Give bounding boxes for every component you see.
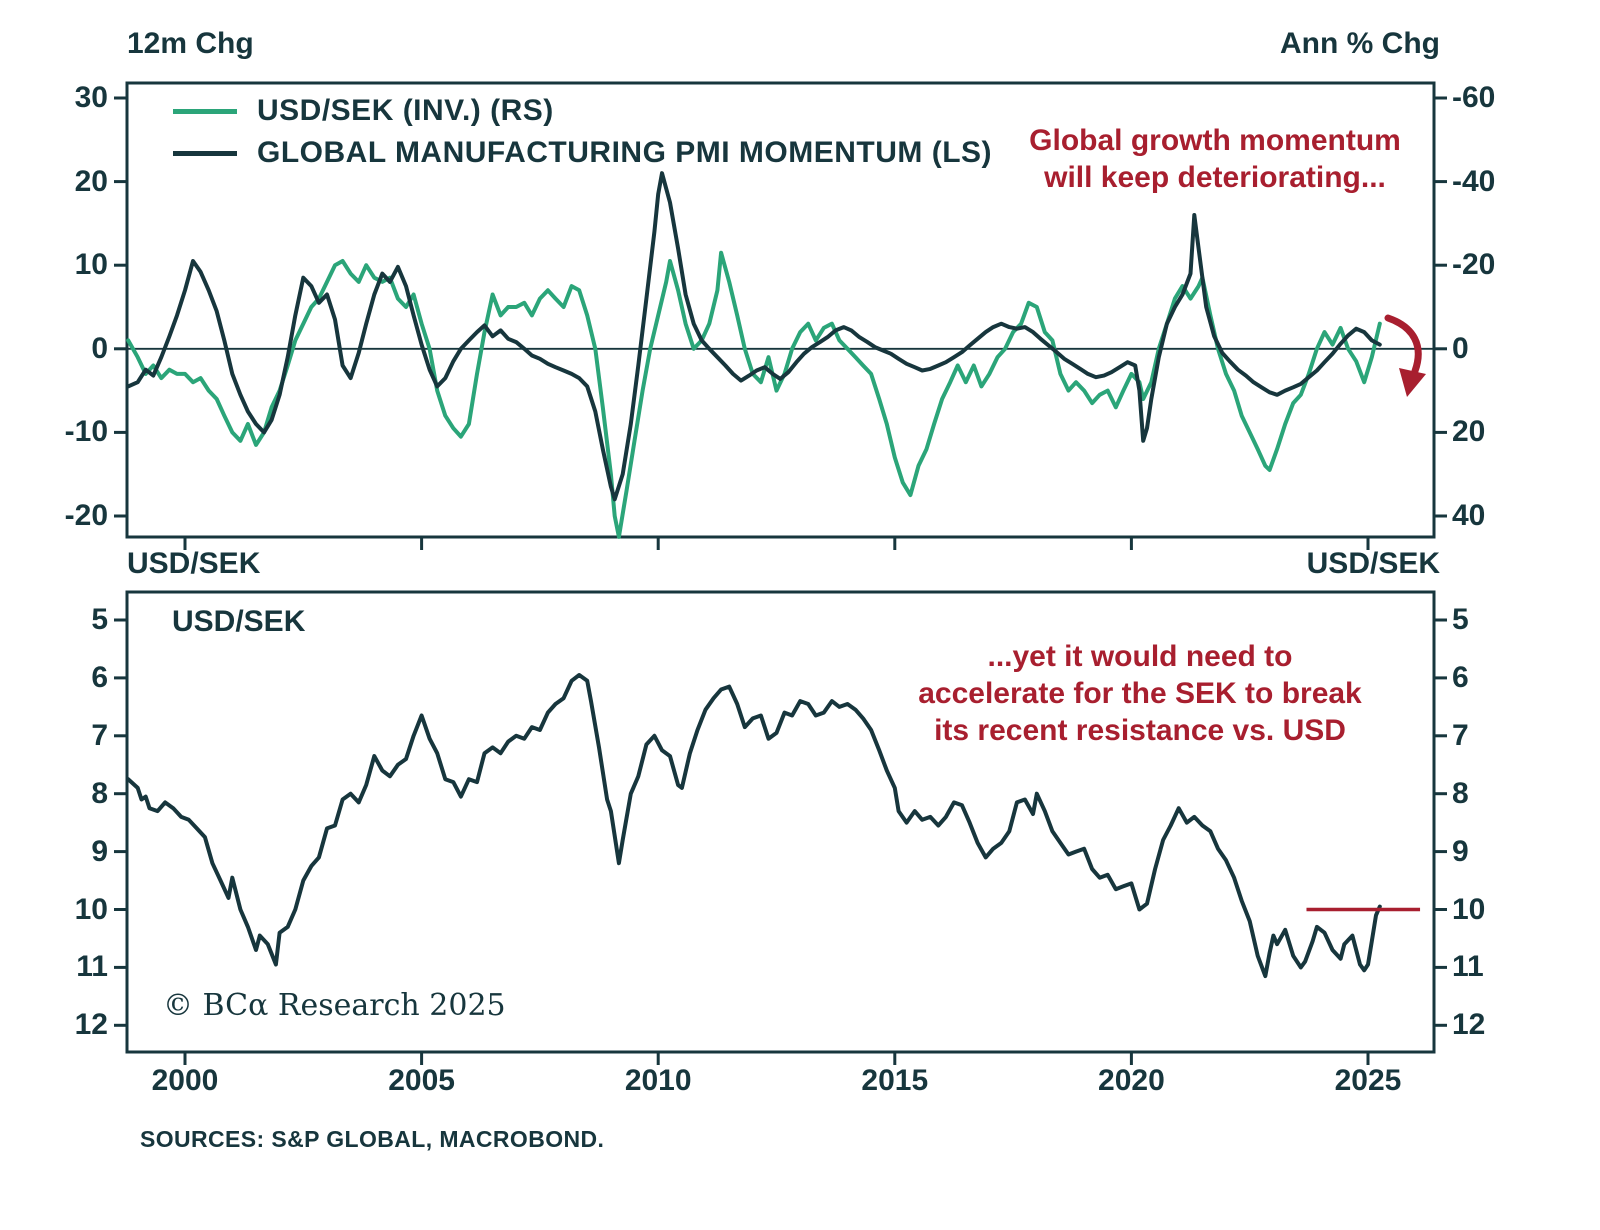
- bottom-annotation-line2: accelerate for the SEK to break: [918, 677, 1362, 710]
- bottom-annotation-line3: its recent resistance vs. USD: [934, 714, 1346, 747]
- bottom-right-tick-label: 7: [1452, 718, 1469, 752]
- pmi-line-swatch: [173, 150, 237, 156]
- usdsek-inv-line-swatch: [173, 108, 237, 114]
- legend-label-pmi: GLOBAL MANUFACTURING PMI MOMENTUM (LS): [257, 136, 993, 169]
- top-left-tick-label: 30: [74, 81, 108, 114]
- legend-row-usdsek-inv: USD/SEK (INV.) (RS): [173, 90, 992, 132]
- pmi-momentum-line: [126, 171, 1382, 502]
- top-right-tick-label: 40: [1452, 499, 1486, 532]
- x-axis-year-label: 2025: [1334, 1064, 1402, 1097]
- bottom-left-tick-label: 8: [91, 776, 108, 810]
- bottom-inner-label: USD/SEK: [172, 605, 306, 638]
- bottom-right-tick-label: 11: [1452, 950, 1484, 984]
- x-axis-year-label: 2005: [388, 1064, 455, 1097]
- top-right-axis-title: Ann % Chg: [1280, 27, 1440, 60]
- top-left-axis-title: 12m Chg: [127, 27, 254, 60]
- x-axis-year-label: 2015: [861, 1064, 929, 1097]
- legend-label-usdsek-inv: USD/SEK (INV.) (RS): [257, 94, 554, 127]
- bottom-left-tick-label: 7: [91, 718, 108, 752]
- top-left-tick-label: 10: [74, 248, 108, 282]
- top-right-tick-label: -40: [1452, 164, 1496, 198]
- top-annotation-line1: Global growth momentum: [1029, 124, 1401, 157]
- down-arrow-shaft: [1384, 314, 1422, 375]
- bottom-panel-frame: [125, 590, 1436, 1054]
- sources-text: SOURCES: S&P GLOBAL, MACROBOND.: [140, 1126, 605, 1152]
- x-axis-year-label: 2000: [151, 1064, 219, 1097]
- x-axis-year-label: 2020: [1098, 1064, 1165, 1097]
- bottom-right-tick-label: 5: [1452, 603, 1469, 636]
- mid-left-axis-title: USD/SEK: [127, 547, 261, 580]
- bottom-right-tick-label: 6: [1452, 660, 1469, 694]
- top-panel-frame: [125, 81, 1436, 539]
- down-arrow-head: [1399, 368, 1426, 397]
- bottom-right-tick-label: 12: [1452, 1008, 1486, 1042]
- down-arrow-icon: [1384, 314, 1426, 397]
- x-axis-year-label: 2010: [624, 1064, 692, 1097]
- top-right-tick-label: 20: [1452, 415, 1486, 449]
- top-left-tick-label: 20: [74, 164, 108, 198]
- top-right-tick-label: -20: [1452, 248, 1496, 282]
- top-annotation-line2: will keep deteriorating...: [1044, 161, 1386, 194]
- bottom-left-tick-label: 6: [91, 660, 108, 694]
- usdsek-line: [126, 673, 1382, 979]
- mid-right-axis-title: USD/SEK: [1306, 547, 1440, 580]
- top-left-tick-label: -10: [64, 415, 108, 449]
- top-left-tick-label: 0: [91, 331, 108, 365]
- bottom-right-tick-label: 10: [1452, 892, 1486, 926]
- top-right-tick-label: -60: [1452, 81, 1496, 114]
- bottom-annotation: ...yet it would need to accelerate for t…: [895, 638, 1385, 749]
- legend: USD/SEK (INV.) (RS) GLOBAL MANUFACTURING…: [173, 90, 992, 174]
- bottom-left-tick-label: 12: [74, 1008, 108, 1042]
- legend-row-pmi: GLOBAL MANUFACTURING PMI MOMENTUM (LS): [173, 132, 992, 174]
- bottom-right-tick-label: 9: [1452, 834, 1469, 868]
- bottom-left-tick-label: 9: [91, 834, 108, 868]
- bottom-right-tick-label: 8: [1452, 776, 1469, 810]
- bottom-annotation-line1: ...yet it would need to: [987, 640, 1293, 673]
- bottom-left-tick-label: 5: [91, 603, 108, 636]
- bottom-left-tick-label: 11: [76, 950, 108, 984]
- copyright-text: © BCα Research 2025: [163, 988, 506, 1023]
- top-left-tick-label: -20: [64, 499, 108, 532]
- bottom-left-tick-label: 10: [74, 892, 108, 926]
- top-annotation: Global growth momentum will keep deterio…: [1005, 122, 1425, 196]
- top-right-tick-label: 0: [1452, 331, 1469, 365]
